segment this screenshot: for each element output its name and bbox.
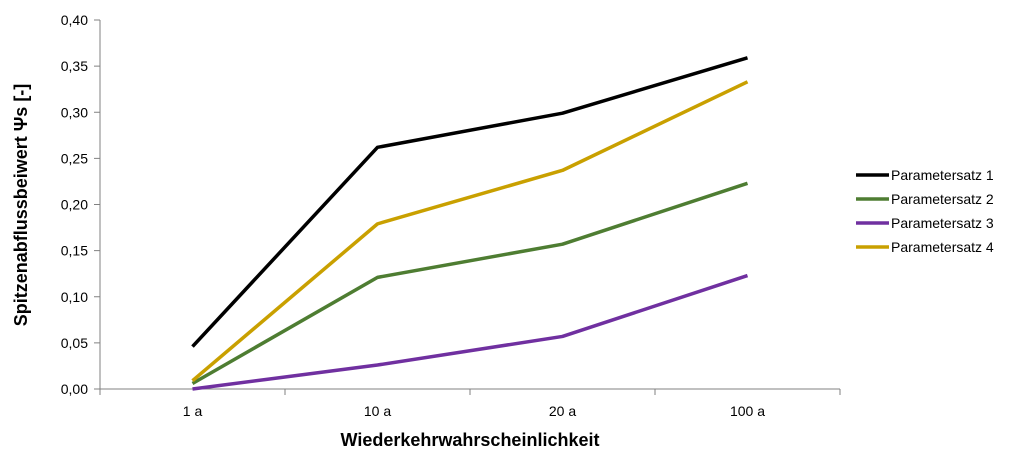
y-tick-label: 0,30 <box>61 104 88 120</box>
series-line-3 <box>192 273 749 391</box>
series-line-4 <box>191 80 749 383</box>
legend-item-3: Parametersatz 3 <box>856 215 994 231</box>
legend: Parametersatz 1 Parametersatz 2 Parameters… <box>856 167 994 255</box>
legend-label: Parametersatz 1 <box>891 167 994 183</box>
y-tick-label: 0,05 <box>61 335 88 351</box>
legend-item-4: Parametersatz 4 <box>856 239 994 255</box>
y-tick-label: 0,00 <box>61 381 88 397</box>
legend-label: Parametersatz 3 <box>891 215 994 231</box>
y-tick-label: 0,10 <box>61 289 88 305</box>
x-tick-label: 10 a <box>364 403 391 419</box>
x-axis-title: Wiederkehrwahrscheinlichkeit <box>341 430 600 450</box>
y-tick-label: 0,35 <box>61 58 88 74</box>
x-tick-labels: 1 a 10 a 20 a 100 a <box>183 403 765 419</box>
x-tick-label: 1 a <box>183 403 203 419</box>
series-lines <box>191 56 749 391</box>
y-tick-labels: 0,00 0,05 0,10 0,15 0,20 0,25 0,30 0,35 0,40 <box>61 12 88 397</box>
series-line-2 <box>191 181 749 385</box>
y-tick-label: 0,15 <box>61 243 88 259</box>
y-axis-title: Spitzenabflussbeiwert Ψs [-] <box>11 84 31 327</box>
y-tick-label: 0,25 <box>61 150 88 166</box>
x-tick-label: 100 a <box>730 403 765 419</box>
axes <box>94 19 841 395</box>
y-tick-label: 0,40 <box>61 12 88 28</box>
legend-item-1: Parametersatz 1 <box>856 167 994 183</box>
legend-item-2: Parametersatz 2 <box>856 191 994 207</box>
x-tick-label: 20 a <box>549 403 576 419</box>
y-tick-label: 0,20 <box>61 197 88 213</box>
legend-label: Parametersatz 2 <box>891 191 994 207</box>
legend-label: Parametersatz 4 <box>891 239 994 255</box>
series-line-1 <box>191 56 749 348</box>
